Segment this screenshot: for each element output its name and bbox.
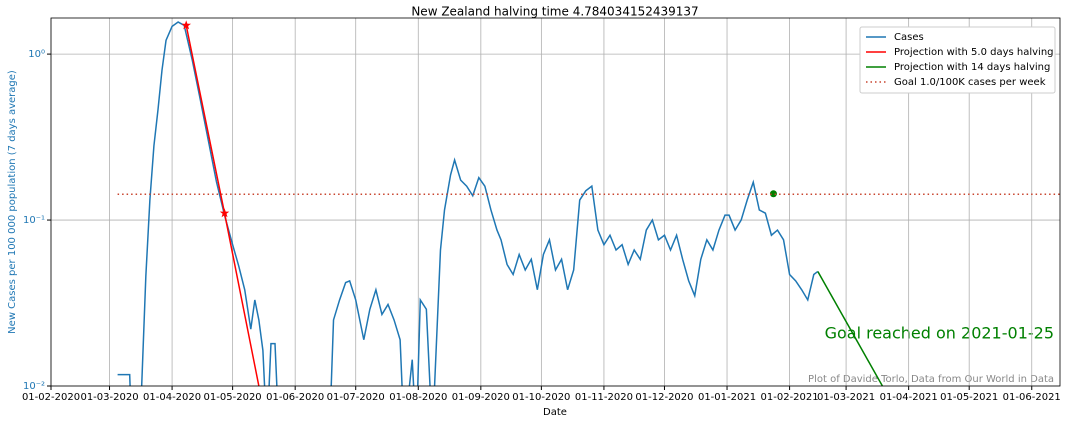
y-tick-label: 10⁰ [28, 49, 45, 60]
x-tick-label: 01-04-2020 [143, 392, 201, 403]
plot-area [117, 20, 1060, 386]
y-tick-label: 10⁻¹ [23, 215, 45, 226]
x-tick-label: 01-03-2020 [80, 392, 138, 403]
x-tick-label: 01-05-2020 [204, 392, 262, 403]
marker [181, 20, 191, 30]
x-tick-label: 01-12-2020 [635, 392, 693, 403]
x-tick-label: 01-11-2020 [575, 392, 633, 403]
series-line [817, 271, 884, 386]
x-tick-label: 01-02-2021 [761, 392, 819, 403]
x-tick-label: 01-07-2020 [327, 392, 385, 403]
x-tick-label: 01-10-2020 [512, 392, 570, 403]
legend-label: Cases [894, 32, 924, 43]
y-axis-label: New Cases per 100 000 population (7 days… [7, 70, 18, 334]
x-tick-label: 01-08-2020 [389, 392, 447, 403]
annotation: Goal reached on 2021-01-25 [825, 324, 1054, 343]
legend-label: Goal 1.0/100K cases per week [894, 77, 1046, 88]
plot-frame [50, 17, 1061, 387]
y-tick-label: 10⁻² [23, 381, 45, 392]
x-axis-label: Date [543, 407, 567, 418]
chart-title: New Zealand halving time 4.7840341524391… [411, 5, 698, 19]
x-tick-label: 01-05-2021 [940, 392, 998, 403]
x-tick-label: 01-01-2021 [698, 392, 756, 403]
x-tick-label: 01-09-2020 [452, 392, 510, 403]
legend-box [859, 26, 1056, 94]
legend-label: Projection with 5.0 days halving [894, 47, 1054, 58]
x-tick-label: 01-04-2021 [880, 392, 938, 403]
x-tick-label: 01-02-2020 [22, 392, 80, 403]
marker [769, 190, 777, 198]
legend-label: Projection with 14 days halving [894, 62, 1050, 73]
x-tick-label: 01-03-2021 [817, 392, 875, 403]
series-line [117, 21, 819, 386]
x-tick-label: 01-06-2021 [1003, 392, 1061, 403]
footnote: Plot of Davide Torlo, Data from Our Worl… [808, 374, 1054, 385]
marker [219, 208, 230, 218]
x-tick-label: 01-06-2020 [266, 392, 324, 403]
